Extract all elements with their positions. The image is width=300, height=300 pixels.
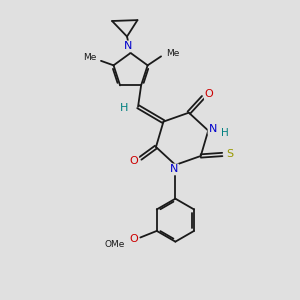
Text: Me: Me — [83, 53, 97, 62]
Text: S: S — [226, 149, 233, 160]
Text: H: H — [221, 128, 229, 138]
Text: N: N — [208, 124, 217, 134]
Text: O: O — [129, 234, 138, 244]
Text: OMe: OMe — [104, 240, 125, 249]
Text: O: O — [205, 89, 214, 99]
Text: N: N — [124, 41, 132, 51]
Text: N: N — [170, 164, 178, 174]
Text: H: H — [119, 103, 128, 113]
Text: Me: Me — [167, 49, 180, 58]
Text: O: O — [130, 156, 138, 166]
